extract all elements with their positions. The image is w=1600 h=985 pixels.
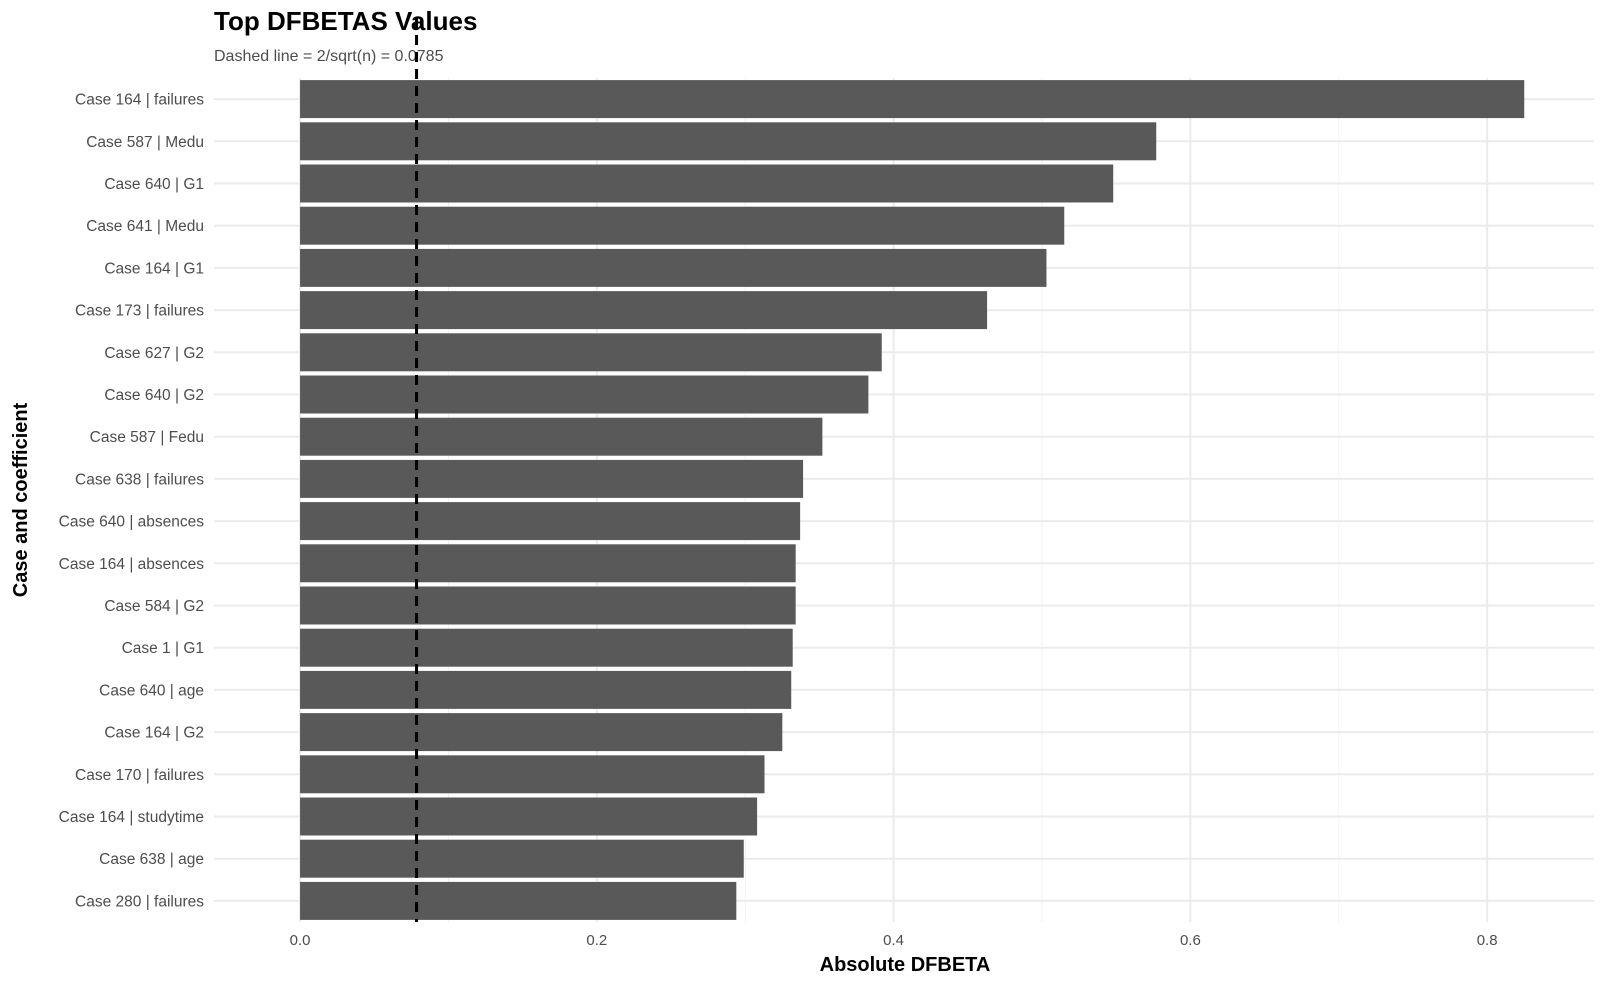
bar [300, 544, 796, 583]
x-tick-label: 0.6 [1180, 932, 1201, 949]
bar [300, 797, 758, 836]
bar [300, 755, 765, 794]
category-label: Case 587 | Fedu [90, 429, 204, 446]
grid-lines [214, 78, 1594, 922]
category-label: Case 584 | G2 [104, 598, 204, 615]
x-tick-label: 0.8 [1477, 932, 1498, 949]
bar [300, 122, 1157, 161]
category-label: Case 640 | G1 [104, 176, 204, 193]
category-label: Case 164 | absences [59, 556, 205, 573]
category-label: Case 627 | G2 [104, 345, 204, 362]
category-label: Case 170 | failures [75, 767, 204, 784]
x-tick-labels: 0.0 0.2 0.4 0.6 0.8 [290, 932, 1498, 949]
bar [300, 586, 796, 625]
y-axis-title: Case and coefficient [10, 402, 32, 597]
x-tick-label: 0.0 [290, 932, 311, 949]
chart-subtitle: Dashed line = 2/sqrt(n) = 0.0785 [214, 48, 444, 65]
category-label: Case 587 | Medu [86, 134, 204, 151]
bar [300, 291, 988, 330]
bar [300, 417, 823, 456]
category-label: Case 641 | Medu [86, 218, 204, 235]
x-tick-label: 0.4 [883, 932, 904, 949]
category-label: Case 164 | failures [75, 92, 204, 109]
bar [300, 713, 783, 752]
bar [300, 502, 801, 541]
category-label: Case 173 | failures [75, 303, 204, 320]
category-label: Case 638 | age [99, 851, 204, 868]
bar [300, 459, 804, 498]
category-label: Case 164 | studytime [59, 809, 204, 826]
category-label: Case 638 | failures [75, 471, 204, 488]
bar [300, 206, 1065, 245]
bar [300, 164, 1114, 203]
category-labels: Case 164 | failures Case 587 | Medu Case 6… [59, 92, 205, 911]
bar [300, 839, 744, 878]
bar [300, 628, 793, 667]
category-label: Case 164 | G1 [104, 260, 204, 277]
category-label: Case 164 | G2 [104, 725, 204, 742]
bar [300, 881, 737, 920]
x-tick-label: 0.2 [586, 932, 607, 949]
category-label: Case 280 | failures [75, 893, 204, 910]
category-label: Case 640 | absences [59, 514, 205, 531]
chart-title: Top DFBETAS Values [214, 6, 477, 36]
x-axis-title: Absolute DFBETA [820, 954, 991, 976]
category-label: Case 640 | age [99, 682, 204, 699]
bars-group [300, 80, 1525, 920]
bar [300, 375, 869, 414]
bar [300, 80, 1525, 119]
bar [300, 670, 792, 709]
category-label: Case 640 | G2 [104, 387, 204, 404]
bar [300, 333, 882, 372]
category-label: Case 1 | G1 [122, 640, 204, 657]
bar [300, 248, 1047, 287]
